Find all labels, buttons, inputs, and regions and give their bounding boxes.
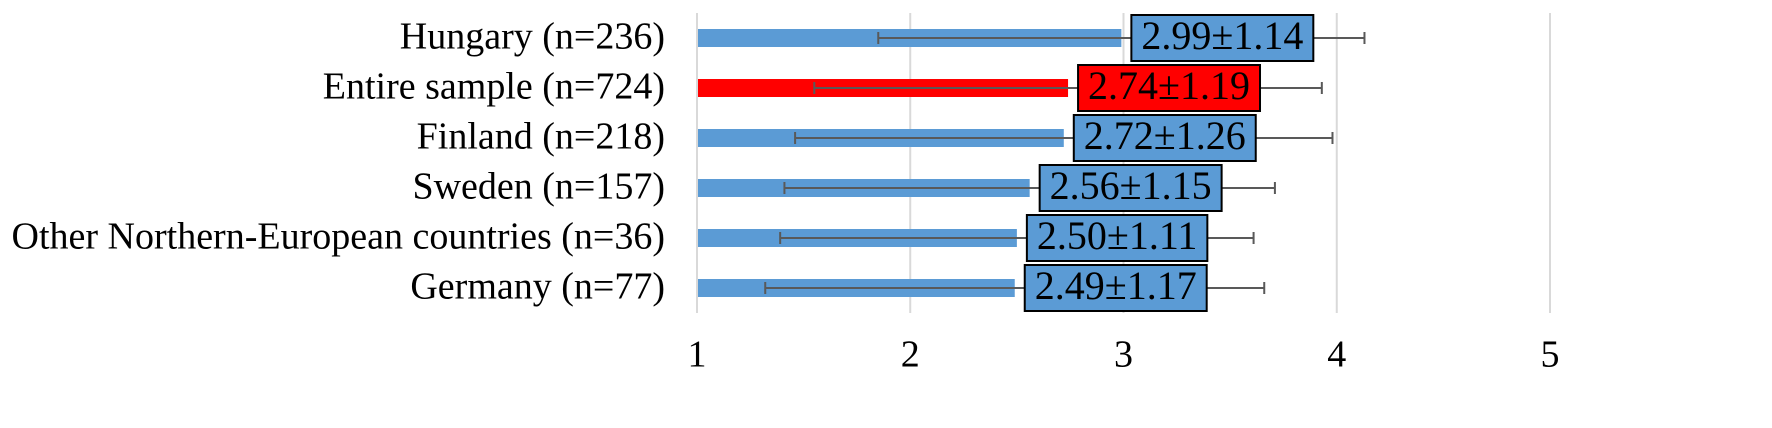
- y-tick-label: Sweden (n=157): [412, 166, 665, 208]
- y-tick-label: Finland (n=218): [417, 116, 665, 158]
- y-tick-label: Entire sample (n=724): [323, 66, 665, 108]
- value-label-box: [1023, 264, 1208, 312]
- x-tick-label: 3: [1114, 334, 1133, 376]
- value-label-box: [1130, 14, 1315, 62]
- x-tick-label: 1: [688, 334, 707, 376]
- value-label-box: [1072, 114, 1257, 162]
- y-tick-label: Germany (n=77): [410, 266, 665, 308]
- value-label: 2.49±1.17: [1035, 263, 1197, 308]
- value-label-box: [1077, 64, 1262, 112]
- value-label: 2.50±1.11: [1037, 213, 1197, 258]
- value-label: 2.74±1.19: [1088, 63, 1250, 108]
- value-label-box: [1025, 214, 1209, 262]
- value-label: 2.72±1.26: [1084, 113, 1246, 158]
- x-tick-label: 4: [1327, 334, 1346, 376]
- y-tick-label: Other Northern-European countries (n=36): [12, 216, 665, 258]
- value-label: 2.56±1.15: [1050, 163, 1212, 208]
- value-label: 2.99±1.14: [1141, 13, 1303, 58]
- x-tick-label: 5: [1541, 334, 1560, 376]
- value-label-box: [1038, 164, 1223, 212]
- x-tick-label: 2: [901, 334, 920, 376]
- y-tick-label: Hungary (n=236): [400, 16, 665, 58]
